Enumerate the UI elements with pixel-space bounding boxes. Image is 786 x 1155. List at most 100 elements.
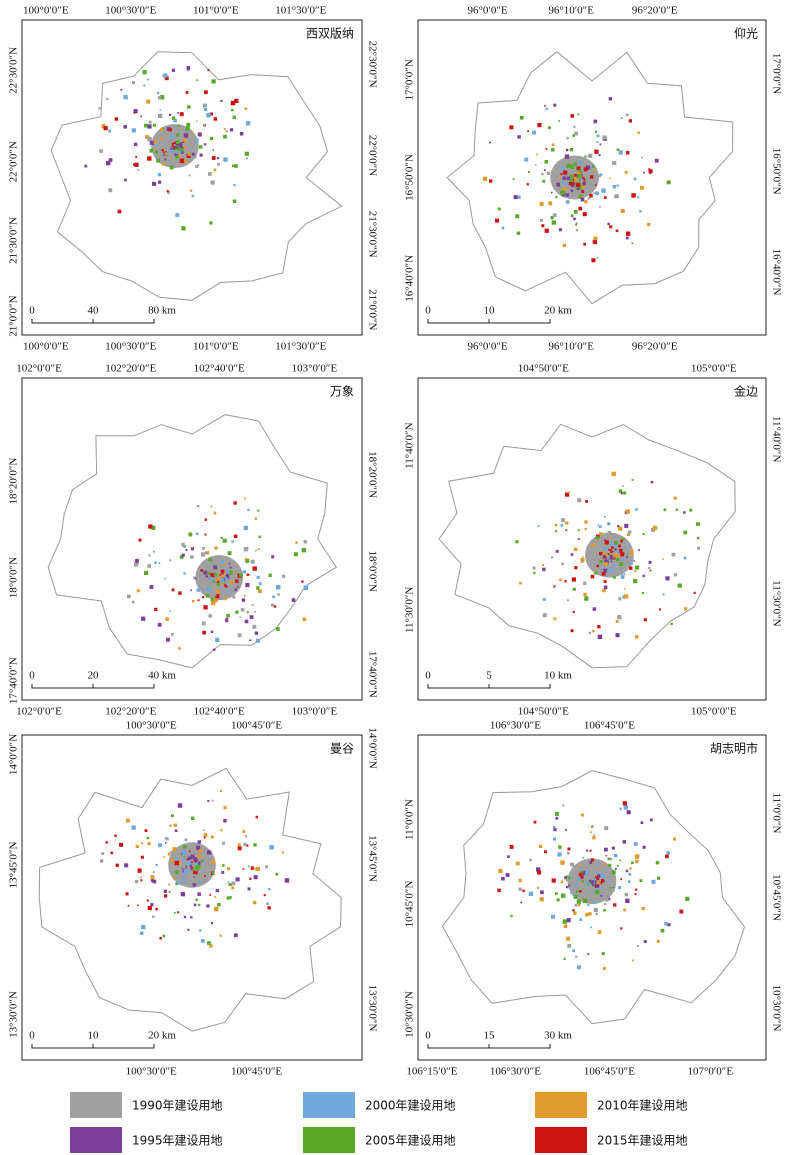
built-up-patch [648,561,652,564]
built-up-patch [548,201,553,206]
built-up-patch [276,584,281,590]
legend-label: 2005年建设用地 [365,1134,456,1148]
built-up-patch [227,881,230,883]
built-up-patch [175,146,178,149]
built-up-patch [214,580,217,583]
built-up-patch [552,213,557,217]
built-up-patch [198,849,203,853]
built-up-patch [519,115,524,120]
built-up-patch [178,647,181,650]
built-up-patch [593,122,595,124]
built-up-patch [639,879,643,883]
built-up-patch [632,559,636,563]
built-up-patch [595,536,600,540]
built-up-patch [602,551,607,556]
built-up-patch [154,150,158,154]
built-up-patch [582,857,584,859]
built-up-patch [214,906,219,912]
built-up-patch [593,834,595,836]
built-up-patch [541,173,544,176]
built-up-patch [202,630,206,635]
built-up-patch [169,150,172,152]
built-up-patch [568,877,572,880]
built-up-patch [192,600,195,603]
built-up-patch [177,147,179,149]
built-up-patch [594,886,597,888]
built-up-patch [638,549,640,551]
built-up-patch [607,222,610,226]
built-up-patch [233,933,238,938]
built-up-patch [243,842,247,847]
built-up-patch [155,907,158,911]
built-up-patch [233,501,237,505]
built-up-patch [577,965,581,970]
built-up-patch [222,841,225,845]
built-up-patch [191,136,194,139]
top-coord-label: 100°0′0″E [23,5,69,17]
built-up-patch [604,516,606,518]
built-up-patch [110,851,113,855]
legend-label: 1990年建设用地 [132,1099,223,1113]
built-up-patch [148,120,152,124]
built-up-patch [576,166,581,171]
built-up-patch [604,862,606,865]
built-up-patch [185,548,188,551]
built-up-patch [190,547,194,551]
built-up-patch [558,845,562,849]
built-up-patch [550,215,554,220]
built-up-patch [168,883,170,886]
built-up-patch [171,135,174,138]
left-coord-label: 16°40′0″N [404,255,416,302]
built-up-patch [190,863,193,866]
built-up-patch [253,900,257,905]
built-up-patch [216,157,219,160]
top-coord-label: 96°20′0″E [632,5,678,17]
built-up-patch [664,921,668,926]
built-up-patch [223,157,228,162]
built-up-patch [191,194,194,198]
top-coord-label: 102°0′0″E [16,363,62,375]
built-up-patch [603,547,607,552]
built-up-patch [223,806,227,810]
built-up-patch [203,143,207,146]
built-up-patch [599,205,601,208]
built-up-patch [623,908,627,912]
built-up-patch [266,902,269,905]
built-up-patch [585,500,588,503]
built-up-patch [133,109,138,114]
built-up-patch [604,847,608,852]
built-up-patch [586,558,589,561]
built-up-patch [202,547,205,550]
built-up-patch [174,860,179,866]
built-up-patch [618,597,622,601]
built-up-patch [249,615,254,619]
built-up-patch [629,552,633,556]
built-up-patch [177,147,181,151]
built-up-patch [231,540,234,543]
built-up-patch [203,605,208,610]
built-up-patch [179,158,185,164]
right-coord-label: 16°40′0″N [770,249,782,296]
built-up-patch [590,574,595,579]
built-up-patch [622,801,627,806]
built-up-patch [539,897,544,902]
right-coord-label: 10°30′0″N [770,985,782,1032]
built-up-patch [192,883,196,887]
built-up-patch [566,918,571,923]
right-coord-label: 14°0′0″N [366,727,378,768]
built-up-patch [190,189,193,192]
built-up-patch [573,217,576,221]
built-up-patch [592,239,598,245]
built-up-patch [579,882,582,885]
built-up-patch [212,149,214,151]
built-up-patch [152,181,157,186]
built-up-patch [609,552,613,556]
built-up-patch [243,546,249,552]
built-up-patch [597,174,601,178]
built-up-patch [615,620,619,623]
built-up-patch [148,524,153,529]
built-up-patch [226,583,229,586]
built-up-patch [599,173,603,176]
built-up-patch [159,95,165,100]
built-up-patch [651,879,656,884]
